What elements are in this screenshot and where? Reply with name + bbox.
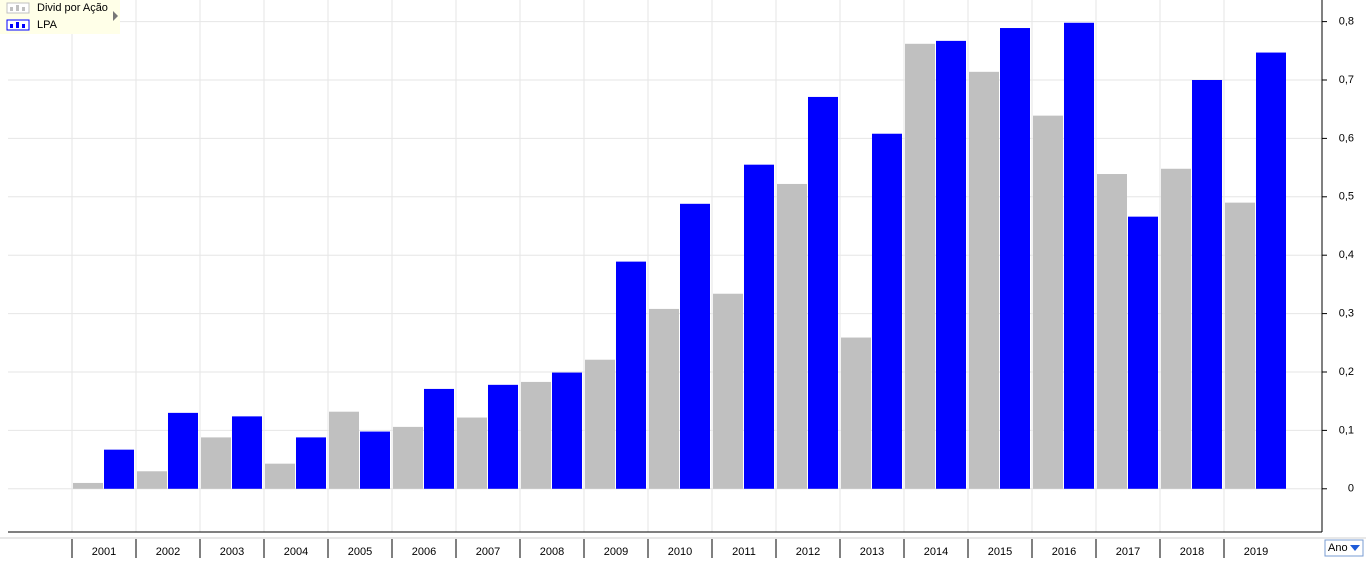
- bar: [680, 203, 710, 489]
- x-tick-label: 2019: [1244, 546, 1268, 558]
- legend-swatch-bar: [22, 7, 25, 11]
- dropdown-arrow: [1350, 545, 1360, 551]
- bar: [1064, 22, 1094, 489]
- y-tick-label: 0: [1348, 483, 1354, 495]
- x-tick-label: 2005: [348, 546, 372, 558]
- period-label[interactable]: Ano: [1328, 542, 1348, 554]
- bar: [201, 437, 231, 489]
- bar: [841, 337, 871, 489]
- bar: [296, 437, 326, 489]
- bar: [232, 416, 262, 489]
- x-tick-label: 2003: [220, 546, 244, 558]
- bar: [457, 417, 487, 489]
- legend-swatch-bar: [10, 24, 13, 28]
- bar: [969, 71, 999, 489]
- bar: [104, 449, 134, 489]
- bar: [1192, 80, 1222, 489]
- bar: [1225, 202, 1255, 489]
- bar: [808, 96, 838, 489]
- bar: [168, 412, 198, 489]
- x-tick-label: 2010: [668, 546, 692, 558]
- bar: [1161, 168, 1191, 489]
- x-tick-label: 2009: [604, 546, 628, 558]
- legend-swatch-bar: [16, 5, 19, 11]
- y-tick-label: 0,6: [1339, 132, 1354, 144]
- bar: [360, 431, 390, 489]
- y-tick-label: 0,7: [1339, 74, 1354, 86]
- y-tick-label: 0,3: [1339, 308, 1354, 320]
- y-tick-label: 0,5: [1339, 191, 1354, 203]
- x-tick-label: 2011: [732, 546, 756, 558]
- x-tick-label: 2014: [924, 546, 948, 558]
- bar: [649, 308, 679, 489]
- legend-label[interactable]: LPA: [37, 19, 58, 31]
- bar: [1128, 216, 1158, 489]
- y-tick-label: 0,4: [1339, 249, 1354, 261]
- x-tick-label: 2012: [796, 546, 820, 558]
- x-tick-label: 2016: [1052, 546, 1076, 558]
- x-tick-label: 2017: [1116, 546, 1140, 558]
- x-tick-label: 2002: [156, 546, 180, 558]
- bar: [1256, 52, 1286, 489]
- bar: [616, 261, 646, 489]
- y-tick-label: 0,1: [1339, 424, 1354, 436]
- bar: [73, 482, 103, 489]
- bar: [1033, 115, 1063, 489]
- bar: [137, 471, 167, 489]
- x-tick-label: 2018: [1180, 546, 1204, 558]
- bar: [1097, 174, 1127, 489]
- x-tick-label: 2008: [540, 546, 564, 558]
- legend-label[interactable]: Divid por Ação: [37, 2, 108, 14]
- x-tick-label: 2004: [284, 546, 308, 558]
- period-dropdown[interactable]: [1324, 539, 1364, 557]
- x-tick-label: 2001: [92, 546, 116, 558]
- bar: [424, 388, 454, 489]
- bar: [872, 133, 902, 489]
- bar: [521, 381, 551, 489]
- bar: [744, 164, 774, 489]
- legend-swatch-bar: [10, 7, 13, 11]
- x-tick-label: 2015: [988, 546, 1012, 558]
- y-tick-label: 0,2: [1339, 366, 1354, 378]
- bar: [936, 40, 966, 489]
- bar: [329, 411, 359, 489]
- legend-arrow: [113, 11, 118, 21]
- legend-swatch-bar: [16, 22, 19, 28]
- bar: [713, 293, 743, 489]
- bar: [552, 372, 582, 489]
- y-tick-label: 0,8: [1339, 16, 1354, 28]
- bar: [265, 463, 295, 489]
- bar: [777, 183, 807, 489]
- legend-swatch-bar: [22, 24, 25, 28]
- bar: [1000, 28, 1030, 489]
- bar: [905, 43, 935, 489]
- x-tick-label: 2006: [412, 546, 436, 558]
- x-tick-label: 2013: [860, 546, 884, 558]
- bar: [393, 426, 423, 489]
- bar: [585, 359, 615, 489]
- x-tick-label: 2007: [476, 546, 500, 558]
- bar: [488, 384, 518, 489]
